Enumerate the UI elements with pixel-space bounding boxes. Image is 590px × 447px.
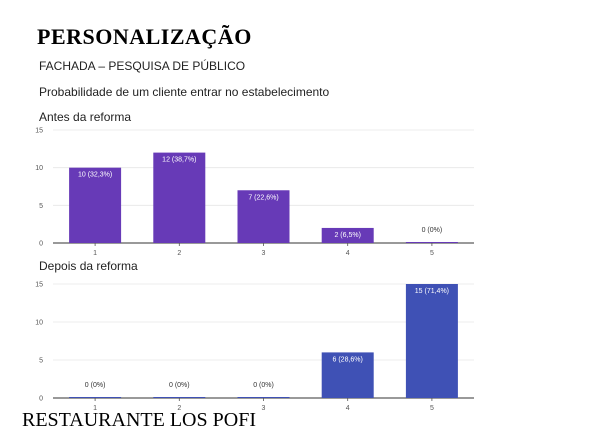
bar xyxy=(405,242,458,243)
y-tick-label: 0 xyxy=(39,396,43,403)
x-tick-label: 3 xyxy=(262,405,266,412)
survey-subtitle: FACHADA – PESQUISA DE PÚBLICO xyxy=(39,59,246,73)
y-tick-label: 0 xyxy=(39,241,43,248)
restaurant-name: RESTAURANTE LOS POFI xyxy=(22,409,256,431)
y-tick-label: 15 xyxy=(35,282,43,289)
x-tick-label: 5 xyxy=(430,405,434,412)
x-tick-label: 1 xyxy=(93,405,97,412)
x-tick-label: 2 xyxy=(177,250,181,257)
x-tick-label: 3 xyxy=(262,250,266,257)
x-tick-label: 5 xyxy=(430,250,434,257)
data-label: 10 (32,3%) xyxy=(78,172,112,179)
data-label: 0 (0%) xyxy=(253,382,274,389)
y-tick-label: 10 xyxy=(35,165,43,172)
x-tick-label: 4 xyxy=(346,405,350,412)
y-tick-label: 10 xyxy=(35,320,43,327)
data-label: 12 (38,7%) xyxy=(162,157,196,164)
data-label: 2 (6,5%) xyxy=(334,232,360,239)
bar xyxy=(321,227,374,243)
bar xyxy=(153,397,206,398)
data-label: 0 (0%) xyxy=(169,382,190,389)
y-tick-label: 15 xyxy=(35,128,43,135)
x-tick-label: 4 xyxy=(346,250,350,257)
bar xyxy=(237,397,290,398)
x-tick-label: 1 xyxy=(93,250,97,257)
y-tick-label: 5 xyxy=(39,203,43,210)
chart-before-title: Antes da reforma xyxy=(39,110,132,124)
bar xyxy=(153,152,206,243)
y-tick-label: 5 xyxy=(39,358,43,365)
page-title: PERSONALIZAÇÃO xyxy=(37,24,252,49)
bar xyxy=(237,190,290,243)
data-label: 7 (22,6%) xyxy=(248,194,278,201)
bar xyxy=(321,352,374,398)
bar xyxy=(69,397,122,398)
data-label: 6 (28,6%) xyxy=(333,356,363,363)
x-tick-label: 2 xyxy=(177,405,181,412)
bar xyxy=(405,284,458,398)
survey-question: Probabilidade de um cliente entrar no es… xyxy=(39,85,330,99)
data-label: 0 (0%) xyxy=(85,382,106,389)
bar xyxy=(69,167,122,243)
data-label: 0 (0%) xyxy=(422,227,443,234)
data-label: 15 (71,4%) xyxy=(415,288,449,295)
chart-after-title: Depois da reforma xyxy=(39,259,138,273)
